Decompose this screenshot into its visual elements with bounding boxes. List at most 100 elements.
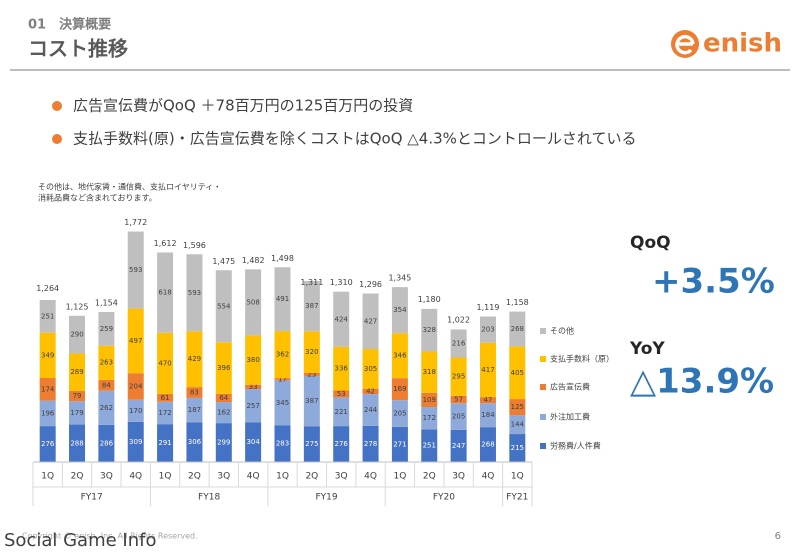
segment-label: 345 [276,399,289,407]
segment-label: 286 [100,439,114,447]
bar-segment [186,331,203,388]
bar-segment [509,399,526,416]
total-label: 1,311 [300,278,323,287]
bar-segment [127,421,144,462]
bar-segment [362,388,379,395]
bar-segment [215,342,232,394]
segment-label: 187 [188,406,201,414]
segment-label: 593 [129,266,142,274]
x-tick-label: 1Q [394,472,407,482]
bar-segment [509,434,526,462]
segment-label: 53 [337,390,346,398]
bar-segment [362,394,379,426]
bar-segment [98,424,115,462]
segment-label: 83 [190,389,199,397]
watermark: Social Game Info [4,530,156,551]
bar-segment [186,254,203,332]
bar-segment [127,399,144,422]
kpi-label: YoY [629,339,665,359]
segment-label: 309 [129,438,142,446]
group-label: FY18 [198,493,220,503]
bar-segment [333,346,350,391]
bar-segment [362,293,379,350]
group-label: FY20 [433,493,455,503]
legend-label: その他 [550,326,574,336]
bar-segment [245,335,262,385]
segment-label: 288 [70,439,83,447]
segment-label: 491 [276,295,289,303]
segment-label: 203 [481,326,494,334]
bar-segment [39,332,56,379]
logo-glyph [675,34,695,55]
page-number: 6 [775,531,781,542]
segment-label: 262 [100,404,113,412]
segment-label: 427 [364,317,377,325]
bar-segment [98,379,115,391]
segment-label: 205 [452,413,465,421]
bar-segment [303,281,320,332]
x-tick-label: 3Q [335,472,348,482]
bar-segment [450,357,467,396]
bar-segment [421,308,438,352]
segment-label: 184 [481,411,495,419]
segment-label: 497 [129,337,142,345]
bar-segment [186,422,203,462]
bar-segment [245,422,262,462]
bar-segment [509,311,526,347]
segment-label: 405 [511,369,524,377]
segment-label: 33 [249,383,258,391]
total-label: 1,264 [36,284,59,293]
bar-segment [186,397,203,423]
bar-segment [157,252,174,333]
x-tick-label: 1Q [511,472,524,482]
segment-label: 23 [307,370,316,378]
x-tick-label: 4Q [364,472,377,482]
bar-segment [215,270,232,343]
bar-segment [362,349,379,389]
note: 消耗品費など含まれております。 [38,193,157,203]
bar-segment [333,397,350,427]
slide-title: コスト推移 [28,37,128,61]
segment-label: 336 [335,365,349,373]
bar-segment [303,331,320,373]
segment-label: 169 [393,385,406,393]
bar-segment [421,429,438,462]
bar-segment [245,389,262,423]
total-label: 1,154 [95,298,118,307]
bar-segment [157,401,174,425]
segment-label: 508 [246,298,259,306]
bar-segment [450,403,467,430]
bar-segment [69,353,86,392]
segment-label: 251 [41,312,54,320]
segment-label: 64 [219,394,228,402]
x-tick-label: 1Q [159,472,172,482]
bar-segment [391,333,408,379]
segment-label: 318 [423,368,436,376]
bar-segment [391,400,408,427]
segment-label: 268 [481,441,494,449]
segment-label: 244 [364,406,378,414]
bar-segment [274,380,291,426]
segment-label: 109 [423,396,436,404]
segment-label: 306 [188,438,202,446]
segment-label: 354 [393,306,407,314]
segment-label: 196 [41,409,55,417]
segment-label: 257 [246,402,259,410]
bar-segment [98,311,115,346]
segment-label: 278 [364,440,377,448]
segment-label: 362 [276,351,289,359]
bar-segment [479,397,496,404]
bar-segment [421,392,438,408]
x-tick-label: 4Q [129,472,142,482]
segment-label: 346 [393,352,407,360]
bar-segment [69,391,86,402]
x-tick-label: 3Q [100,472,113,482]
segment-label: 417 [481,366,494,374]
bullet-dot [52,134,62,144]
segment-label: 79 [73,392,82,400]
total-label: 1,596 [183,241,206,250]
segment-label: 263 [100,359,113,367]
segment-label: 179 [70,409,83,417]
bar-segment [333,426,350,462]
